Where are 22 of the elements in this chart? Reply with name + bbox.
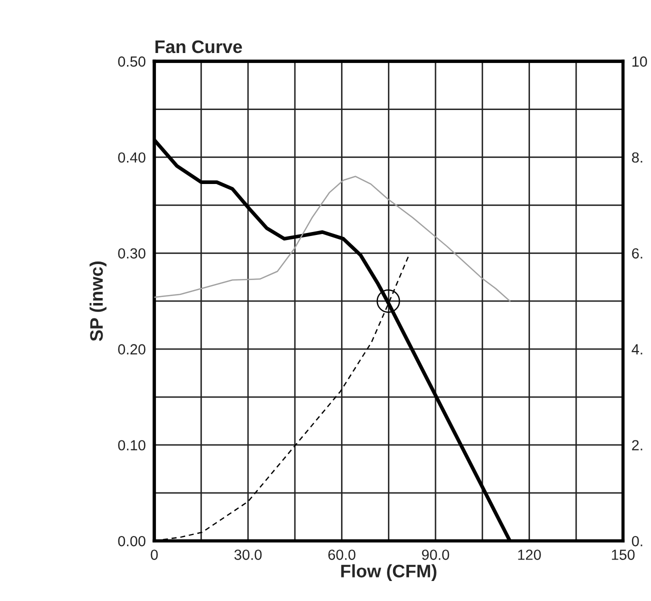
x-tick-label: 0 [150, 550, 158, 560]
y-axis-title: SP (inwc) [90, 262, 106, 342]
x-tick-label: 90.0 [422, 550, 450, 560]
y-tick-label: 0.30 [118, 248, 146, 259]
x-tick-label: 150 [612, 550, 635, 560]
y-tick-label: 0.00 [118, 536, 146, 546]
x-tick-label: 60.0 [328, 550, 356, 560]
x-tick-label: 120 [518, 550, 541, 560]
chart-title: Fan Curve [155, 40, 242, 54]
y-tick-label: 0.40 [118, 152, 146, 163]
x-axis-title: Flow (CFM) [341, 564, 436, 582]
line-series [154, 176, 511, 302]
y-tick-label: 0.10 [118, 440, 146, 450]
y-tick-label: 0.20 [118, 344, 146, 354]
y2-tick-label: 8. [632, 152, 642, 163]
y2-tick-label: 0. [632, 536, 642, 546]
y2-tick-label: 6. [632, 248, 642, 259]
y2-tick-label: 10 [632, 56, 647, 67]
y2-tick-label: 4. [632, 344, 642, 354]
y-tick-label: 0.50 [118, 56, 146, 67]
x-tick-label: 30.0 [234, 550, 262, 560]
y2-tick-label: 2. [632, 440, 642, 450]
